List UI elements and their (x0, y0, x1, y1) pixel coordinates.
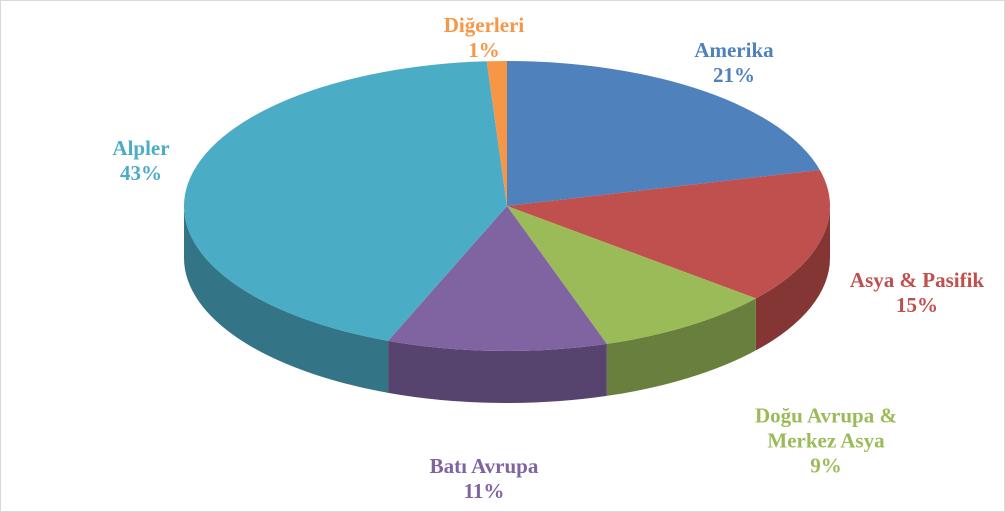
slice-side (388, 340, 607, 403)
value-label: 15% (896, 293, 938, 317)
category-label: Alpler (112, 136, 170, 160)
value-label: 11% (463, 479, 505, 503)
slice-side (606, 298, 756, 396)
slice-side (184, 206, 389, 393)
category-label: Batı Avrupa (429, 454, 539, 478)
slice (507, 61, 820, 206)
data-label: Doğu Avrupa & Merkez Asya 9% (726, 404, 926, 479)
slice (507, 169, 830, 299)
slice (507, 206, 756, 344)
value-label: 1% (468, 38, 500, 62)
slice (486, 61, 507, 206)
data-label: Asya & Pasifik 15% (817, 268, 1005, 318)
slice-side (755, 206, 830, 351)
data-label: Alpler 43% (61, 136, 221, 186)
category-label: Amerika (694, 38, 774, 62)
category-label: Asya & Pasifik (849, 268, 985, 292)
data-label: Amerika 21% (634, 38, 834, 88)
slice (388, 206, 607, 351)
value-label: 43% (120, 161, 162, 185)
data-label: Diğerleri 1% (404, 13, 564, 63)
value-label: 21% (713, 63, 755, 87)
category-label: Doğu Avrupa & Merkez Asya (755, 403, 897, 453)
value-label: 9% (810, 453, 842, 478)
data-label: Batı Avrupa 11% (374, 454, 594, 504)
category-label: Diğerleri (443, 13, 525, 37)
slice (184, 61, 508, 341)
